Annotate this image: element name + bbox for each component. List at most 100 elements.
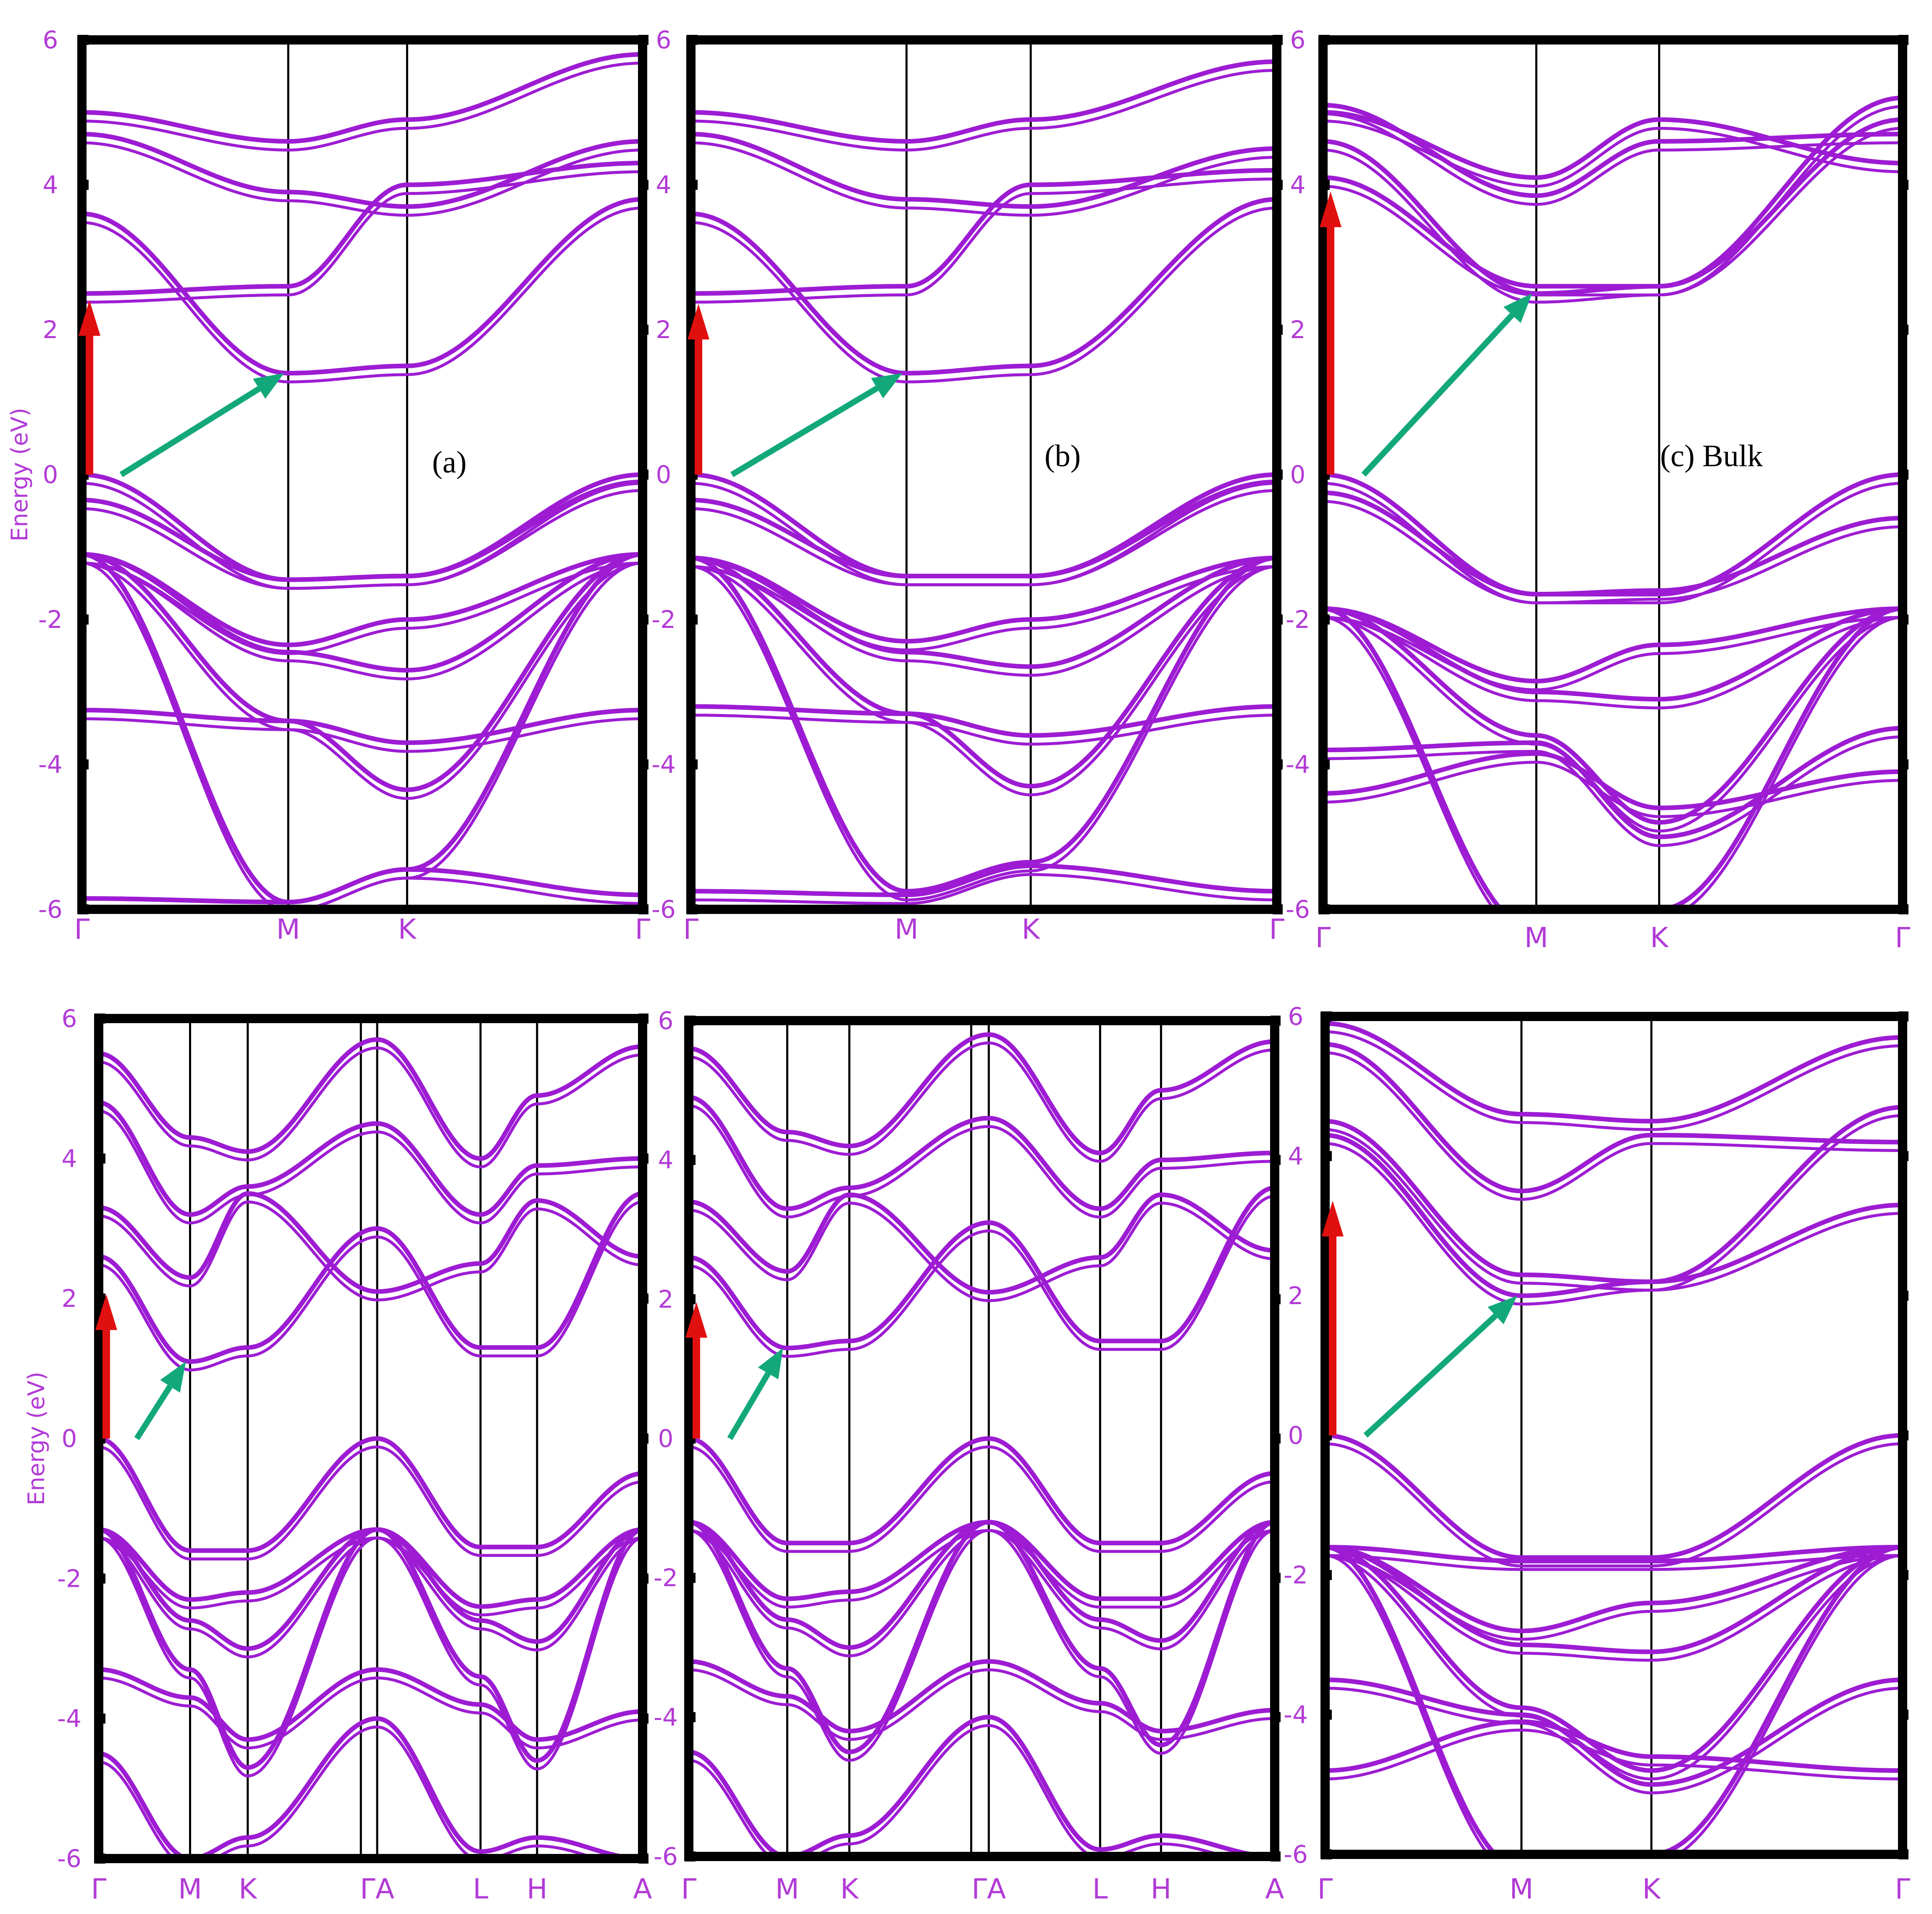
band-line-c-2 <box>1323 606 1903 684</box>
band-line-pair-c-11 <box>1323 119 1903 188</box>
band-line-pair-b-1 <box>691 489 1277 586</box>
band-line-c-7 <box>1323 751 1903 810</box>
band-line-d-9 <box>99 1037 643 1161</box>
y-tick-mark-right-c-0 <box>1898 904 1908 914</box>
band-line-e-4 <box>689 1659 1275 1733</box>
band-line-a-2 <box>82 552 643 647</box>
k-point-label-a-2: K <box>398 913 417 945</box>
y-tick-mark-right-f-6 <box>1898 1011 1908 1021</box>
band-line-b-5 <box>691 555 1277 894</box>
k-point-label-e-0: Γ <box>681 1873 697 1905</box>
k-point-label-c-0: Γ <box>1315 922 1331 954</box>
k-point-label-b-2: K <box>1021 913 1040 945</box>
y-tick-mark-left-f-2 <box>1321 1570 1332 1580</box>
band-line-pair-b-2 <box>691 565 1277 651</box>
y-axis-title-d: Energy (eV) <box>23 1372 50 1506</box>
band-line-b-3 <box>691 555 1277 669</box>
y-tick-mark-right-c-5 <box>1898 180 1908 190</box>
y-tick-mark-left-a-6 <box>78 35 89 45</box>
y-tick-mark-right-d-4 <box>638 1293 648 1304</box>
band-line-a-4 <box>82 552 643 792</box>
indirect-gap-arrow-d <box>134 1384 173 1440</box>
band-line-pair-e-6 <box>689 1195 1275 1358</box>
y-tick-label-d-6: 6 <box>62 1004 77 1033</box>
y-tick-mark-right-b-3 <box>1273 470 1283 480</box>
y-tick-mark-right-e-3 <box>1270 1434 1281 1444</box>
y-tick-label-f-2: -2 <box>1284 1561 1308 1589</box>
band-line-c-0 <box>1323 472 1903 597</box>
band-line-pair-f-9 <box>1325 1128 1903 1292</box>
band-line-pair-c-3 <box>1323 616 1903 709</box>
y-tick-mark-right-c-6 <box>1898 35 1908 45</box>
band-line-f-10 <box>1325 1042 1903 1194</box>
band-line-pair-e-7 <box>689 1202 1275 1302</box>
y-tick-label-d-1: -4 <box>57 1704 81 1733</box>
panel-a: -6 -4 -2 0 2 4 6 Γ M K Γ Energy (eV) (a) <box>6 26 651 945</box>
band-line-pair-b-0 <box>691 482 1277 586</box>
y-tick-mark-right-a-1 <box>638 759 648 769</box>
k-point-label-d-5: H <box>527 1873 548 1905</box>
band-line-d-8 <box>99 1100 643 1217</box>
panel-d: -6 -4 -2 0 2 4 6 Γ M K ΓA L H A Energy (eV) <box>23 1004 652 1905</box>
band-line-pair-a-9 <box>82 170 643 304</box>
y-tick-label-b-5: 4 <box>656 171 672 199</box>
y-tick-mark-left-b-0 <box>687 904 698 914</box>
y-tick-label-f-6: 6 <box>1288 1002 1304 1031</box>
band-line-pair-d-9 <box>99 1046 643 1168</box>
indirect-gap-arrowhead-d <box>160 1361 186 1393</box>
y-tick-mark-left-f-6 <box>1321 1011 1332 1021</box>
y-tick-mark-right-f-4 <box>1898 1291 1908 1301</box>
band-line-a-6 <box>82 708 643 745</box>
y-tick-mark-right-c-3 <box>1898 470 1908 480</box>
k-point-label-f-3: Γ <box>1895 1873 1911 1905</box>
y-tick-mark-right-f-1 <box>1898 1709 1908 1720</box>
indirect-gap-arrow-e <box>727 1372 771 1440</box>
panel-b: -6 -4 -2 0 2 4 6 Γ M K Γ (b) <box>651 26 1285 945</box>
band-line-pair-f-3 <box>1325 1554 1903 1662</box>
k-point-label-a-0: Γ <box>74 913 90 945</box>
band-line-f-7 <box>1325 1719 1903 1773</box>
y-tick-label-d-5: 4 <box>62 1144 77 1173</box>
y-tick-mark-left-c-0 <box>1319 904 1330 914</box>
bands-a <box>82 52 643 909</box>
y-tick-label-f-4: 2 <box>1288 1281 1304 1310</box>
y-tick-mark-right-d-5 <box>638 1153 648 1164</box>
band-line-e-3 <box>689 1520 1275 1754</box>
y-tick-label-c-2: -2 <box>1286 605 1310 634</box>
y-tick-mark-left-c-5 <box>1319 180 1330 190</box>
band-line-pair-c-7 <box>1323 761 1903 818</box>
y-tick-mark-left-a-2 <box>78 614 89 625</box>
y-tick-mark-right-b-1 <box>1273 759 1283 769</box>
y-tick-mark-right-c-1 <box>1898 759 1908 769</box>
y-tick-mark-left-d-6 <box>94 1013 105 1024</box>
band-line-pair-d-3 <box>99 1536 643 1777</box>
band-line-c-9 <box>1323 95 1903 289</box>
band-line-pair-c-10 <box>1323 112 1903 206</box>
y-tick-mark-right-d-6 <box>638 1013 648 1024</box>
direct-gap-arrowhead-e <box>685 1302 707 1338</box>
bands-c <box>1323 95 1903 909</box>
band-line-c-3 <box>1323 606 1903 702</box>
plot-frame-b <box>686 35 1281 914</box>
band-line-pair-b-4 <box>691 565 1277 796</box>
y-tick-mark-left-c-1 <box>1319 759 1330 769</box>
y-tick-label-b-0: -6 <box>651 895 676 924</box>
band-line-pair-b-10 <box>691 141 1277 217</box>
k-point-label-a-3: Γ <box>635 913 651 945</box>
y-tick-mark-right-f-3 <box>1898 1430 1908 1441</box>
y-tick-mark-left-c-2 <box>1319 614 1330 625</box>
y-tick-mark-left-e-2 <box>685 1573 696 1583</box>
bands-d <box>99 1037 643 1859</box>
y-tick-label-a-0: -6 <box>38 895 63 924</box>
y-axis-title-a: Energy (eV) <box>6 408 33 542</box>
y-tick-mark-left-b-6 <box>687 35 698 45</box>
y-tick-label-e-4: 2 <box>658 1285 674 1313</box>
y-tick-label-e-6: 6 <box>658 1006 674 1035</box>
band-line-pair-b-6 <box>691 714 1277 746</box>
band-line-pair-a-3 <box>82 562 643 680</box>
band-line-f-9 <box>1325 1118 1903 1284</box>
band-line-pair-f-1 <box>1325 1554 1903 1571</box>
y-tick-mark-right-e-4 <box>1270 1294 1281 1305</box>
band-line-d-5 <box>99 1716 643 1859</box>
band-line-c-10 <box>1323 102 1903 198</box>
